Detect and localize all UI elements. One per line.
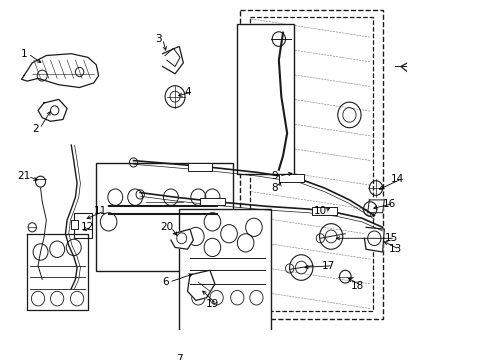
Text: 12: 12 <box>81 222 94 232</box>
Bar <box>74 213 92 238</box>
Bar <box>237 23 293 174</box>
Polygon shape <box>38 99 67 121</box>
Text: 5: 5 <box>486 58 488 68</box>
Text: 16: 16 <box>382 199 395 208</box>
Bar <box>200 198 224 206</box>
Polygon shape <box>171 229 193 249</box>
Bar <box>96 163 233 271</box>
Text: 7: 7 <box>176 354 182 360</box>
Text: 10: 10 <box>313 206 326 216</box>
Text: 1: 1 <box>20 49 27 59</box>
Text: 13: 13 <box>387 244 401 254</box>
Bar <box>71 220 78 229</box>
Text: 6: 6 <box>162 277 168 287</box>
Polygon shape <box>400 51 469 81</box>
Text: 18: 18 <box>350 281 364 291</box>
Text: 2: 2 <box>32 123 39 134</box>
Text: 8: 8 <box>271 183 278 193</box>
Text: 20: 20 <box>160 222 173 232</box>
Bar <box>179 209 270 344</box>
Text: 3: 3 <box>155 34 162 44</box>
Polygon shape <box>21 54 99 87</box>
Text: 15: 15 <box>384 233 397 243</box>
Polygon shape <box>364 227 384 252</box>
Text: 11: 11 <box>94 206 107 216</box>
Text: 21: 21 <box>17 171 31 181</box>
Text: 19: 19 <box>205 299 219 309</box>
Bar <box>311 207 336 215</box>
Bar <box>187 163 212 171</box>
Text: 9: 9 <box>271 171 278 181</box>
Polygon shape <box>163 46 183 74</box>
Bar <box>278 174 303 182</box>
Polygon shape <box>187 270 214 301</box>
Polygon shape <box>367 200 384 213</box>
Polygon shape <box>27 234 88 310</box>
Text: 4: 4 <box>184 87 190 97</box>
Text: 14: 14 <box>390 174 404 184</box>
Text: 17: 17 <box>322 261 335 271</box>
